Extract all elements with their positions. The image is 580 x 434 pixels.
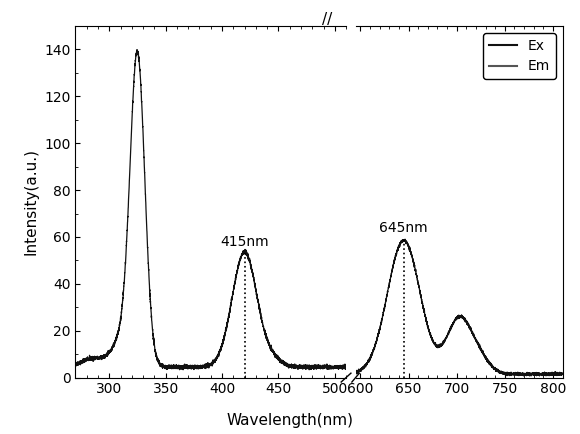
Text: Wavelength(nm): Wavelength(nm) (227, 413, 353, 428)
Legend: Ex, Em: Ex, Em (483, 33, 556, 79)
Text: 415nm: 415nm (220, 235, 269, 249)
Text: 645nm: 645nm (379, 220, 428, 235)
Text: //: // (321, 12, 332, 27)
Y-axis label: Intensity(a.u.): Intensity(a.u.) (24, 148, 39, 255)
